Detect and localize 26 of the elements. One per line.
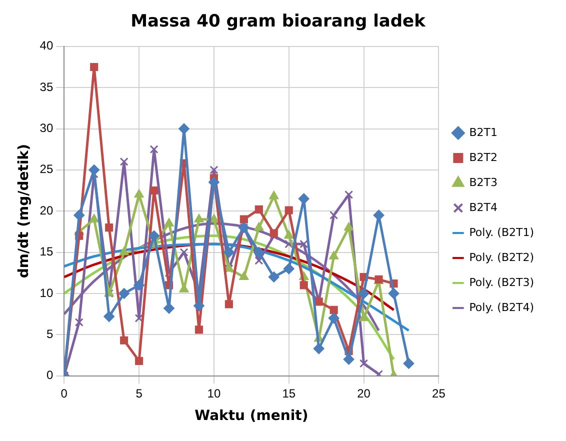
x-tick-label: 10 (207, 386, 221, 400)
chart-title: Massa 40 gram bioarang ladek (130, 12, 426, 32)
legend-label: Poly. (B2T2) (469, 250, 534, 264)
y-axis-title: dm/dt (mg/detik) (16, 144, 32, 278)
x-tick-label: 0 (60, 386, 68, 400)
x-tick-label: 15 (282, 386, 296, 400)
y-tick-label: 40 (40, 38, 54, 53)
x-axis-title: Waktu (menit) (194, 408, 308, 424)
y-tick-label: 15 (40, 244, 54, 259)
legend-label: B2T1 (469, 126, 498, 139)
x-tick-label: 25 (432, 386, 446, 400)
y-tick-label: 5 (46, 326, 54, 341)
legend-label: Poly. (B2T4) (469, 300, 534, 314)
y-tick-label: 20 (40, 203, 54, 218)
x-tick-label: 5 (136, 386, 143, 400)
y-tick-label: 0 (46, 368, 54, 382)
legend-label: B2T3 (469, 176, 498, 189)
y-tick-label: 35 (40, 80, 54, 94)
legend-label: Poly. (B2T3) (469, 276, 534, 289)
legend-label: Poly. (B2T1) (469, 226, 534, 239)
y-tick-label: 10 (40, 286, 54, 300)
y-tick-label: 30 (40, 121, 54, 136)
y-tick-label: 25 (40, 162, 54, 176)
legend-label: B2T4 (469, 200, 498, 214)
legend-label: B2T2 (469, 150, 498, 164)
x-tick-label: 20 (357, 386, 371, 400)
